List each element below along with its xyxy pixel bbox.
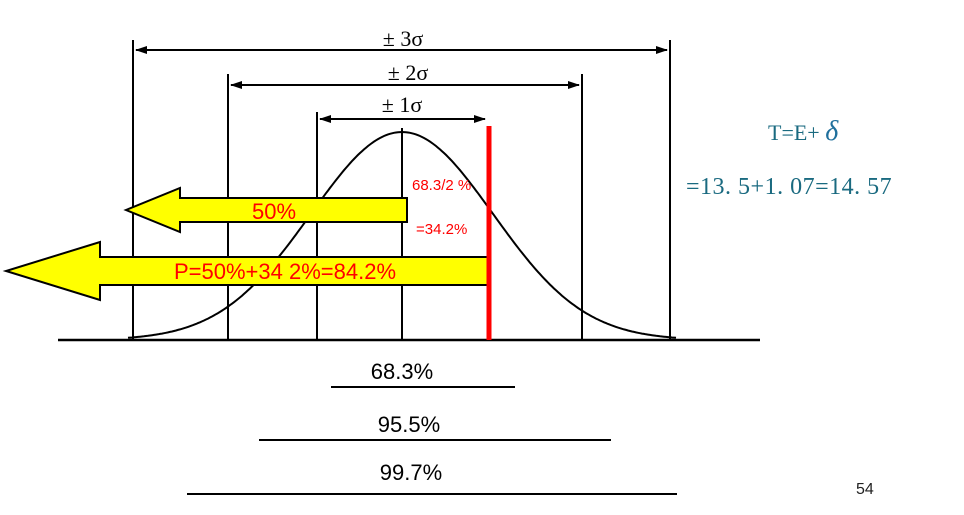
one-sigma-label: ± 1σ: [382, 92, 423, 117]
formula-prefix: T=E+: [768, 120, 826, 145]
two-sigma-label: ± 2σ: [388, 60, 429, 85]
arrow-label-probability: P=50%+34 2%=84.2%: [174, 259, 396, 284]
fifty-percent-arrow: [123, 186, 408, 234]
half-one-sigma-label: 68.3/2 %: [412, 177, 471, 194]
tolerance-calculation: =13. 5+1. 07=14. 57: [686, 174, 893, 200]
coverage-two-sigma: 95.5%: [378, 412, 440, 437]
bell-curve: [127, 130, 677, 339]
page-number: 54: [856, 481, 874, 498]
result-label: =34.2%: [416, 221, 467, 238]
delta-symbol: δ: [825, 116, 839, 147]
coverage-three-sigma: 99.7%: [380, 460, 442, 485]
three-sigma-label: ± 3σ: [383, 26, 424, 51]
arrow-label-50: 50%: [252, 199, 296, 224]
tolerance-formula: T=E+ δ: [768, 116, 838, 148]
probability-arrow: [2, 240, 490, 302]
coverage-one-sigma: 68.3%: [371, 359, 433, 384]
